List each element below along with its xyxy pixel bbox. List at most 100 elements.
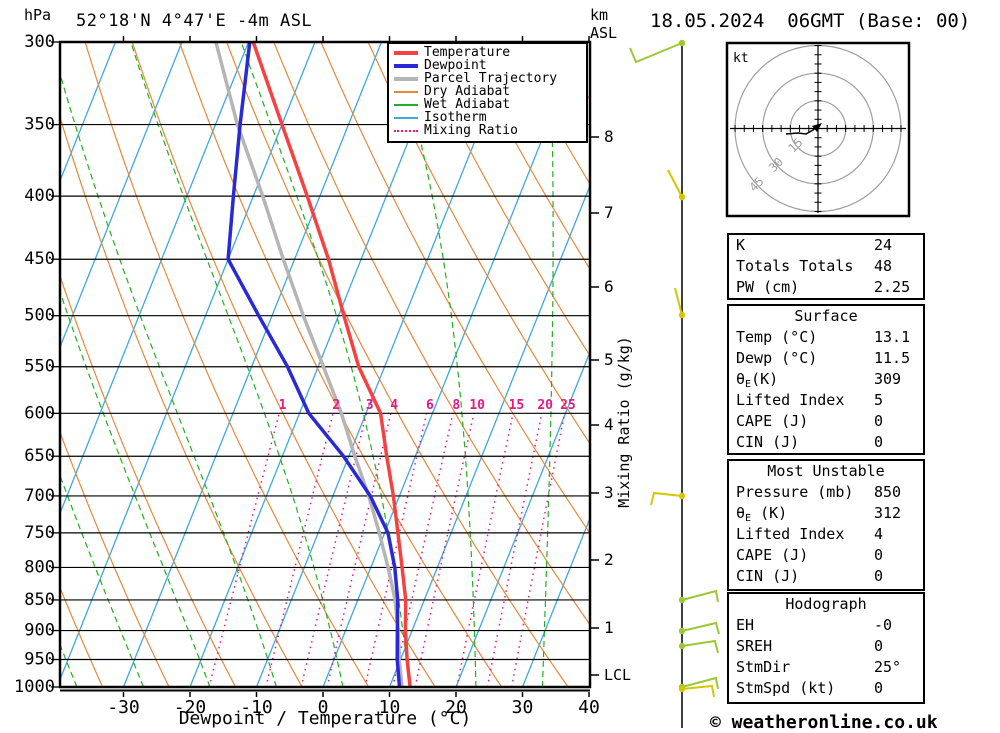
indices-box-header: Hodograph: [785, 595, 867, 613]
indices-value: 0: [874, 679, 884, 697]
legend-item: Temperature: [392, 46, 586, 59]
isotherm-line: [255, 42, 516, 687]
indices-label: Pressure (mb): [736, 483, 854, 501]
x-axis-tick-label: 10: [379, 697, 401, 718]
indices-value: 24: [874, 236, 893, 254]
wind-barb: [674, 287, 683, 316]
indices-label: CIN (J): [736, 433, 800, 451]
indices-label: Dewp (°C): [736, 349, 818, 367]
indices-row: StmDir 25°: [729, 657, 923, 678]
wind-barb: [650, 491, 683, 506]
legend-label: Parcel Trajectory: [424, 71, 558, 86]
x-axis-title: Dewpoint / Temperature (°C): [178, 708, 472, 729]
mixing-ratio-value-label: 8: [452, 398, 460, 413]
indices-value: 13.1: [874, 328, 911, 346]
pressure-tick-label: 900: [24, 621, 55, 641]
isotherm-line: [388, 183, 590, 687]
indices-label: CAPE (J): [736, 546, 809, 564]
wind-barb-dot: [678, 642, 686, 650]
indices-value: 4: [874, 525, 884, 543]
indices-row: Lifted Index 4: [729, 524, 923, 545]
indices-label: EH: [736, 616, 755, 634]
pressure-tick-label: 750: [24, 523, 55, 543]
parcel-trajectory-curve: [214, 42, 404, 687]
hodograph-trace: [785, 126, 818, 135]
pressure-tick-label: 950: [24, 650, 55, 670]
legend-item: Parcel Trajectory: [392, 72, 586, 85]
indices-value: 0: [874, 433, 884, 451]
isotherm-line: [60, 42, 117, 183]
pressure-tick-label: 550: [24, 357, 55, 377]
indices-label: StmSpd (kt): [736, 679, 836, 697]
legend-item: Dry Adiabat: [392, 85, 586, 98]
hodograph-trace-arrow: [812, 123, 822, 132]
indices-value: 0: [874, 567, 884, 585]
indices-row: CIN (J) 0: [729, 432, 923, 453]
mixing-ratio-value-label: 6: [426, 398, 434, 413]
indices-label: Lifted Index: [736, 525, 845, 543]
mixing-ratio-axis-title: Mixing Ratio (g/kg): [615, 336, 633, 508]
wind-barb: [681, 621, 720, 635]
mixing-ratio-line: [265, 413, 334, 687]
altitude-axis-unit-asl: ASL: [590, 24, 618, 42]
x-axis-tick-label: 0: [318, 697, 329, 718]
indices-label: PW (cm): [736, 278, 800, 296]
x-axis-tick-label: 30: [512, 697, 534, 718]
wind-barb-dot: [678, 596, 686, 604]
pressure-tick-label: 400: [24, 186, 55, 206]
indices-box-header: Surface: [794, 307, 858, 325]
legend-swatch-parcel-trajectory: [394, 76, 418, 81]
wind-barb-dot: [678, 39, 686, 47]
indices-row: Pressure (mb) 850: [729, 482, 923, 503]
indices-value: 11.5: [874, 349, 911, 367]
pressure-tick-label: 600: [24, 403, 55, 423]
indices-value: 850: [874, 483, 902, 501]
legend-label: Mixing Ratio: [424, 123, 518, 138]
dry-adiabat-line: [414, 42, 590, 357]
indices-row: EH -0: [729, 615, 923, 636]
mixing-ratio-line: [364, 413, 428, 687]
indices-value: 2.25: [874, 278, 911, 296]
pressure-tick-label: 650: [24, 446, 55, 466]
km-tick-label: 2: [604, 550, 614, 569]
legend-swatch-temperature: [394, 50, 418, 55]
pressure-tick-label: 300: [24, 32, 55, 52]
lcl-label: LCL: [604, 666, 631, 684]
legend-swatch-mixing-ratio: [394, 129, 418, 132]
wet-adiabat-line: [60, 289, 211, 687]
isotherm-line: [60, 42, 250, 516]
indices-value: 48: [874, 257, 893, 275]
isotherm-line: [521, 516, 590, 687]
legend-item: Mixing Ratio: [392, 124, 586, 137]
indices-value: 309: [874, 370, 902, 388]
indices-row: θE (K) 312: [729, 503, 923, 524]
station-title: 52°18'N 4°47'E -4m ASL: [76, 11, 313, 31]
indices-label: StmDir: [736, 658, 791, 676]
indices-row: K 24: [729, 235, 923, 256]
isotherm-line: [60, 42, 183, 349]
legend-label: Wet Adiabat: [424, 97, 511, 112]
wet-adiabat-line: [130, 42, 344, 687]
wind-barb-dot: [678, 311, 686, 319]
km-tick-label: 3: [604, 483, 614, 502]
legend-label: Isotherm: [424, 110, 487, 125]
legend-swatch-isotherm: [394, 116, 418, 119]
indices-row: Totals Totals 48: [729, 256, 923, 277]
dry-adiabat-line: [60, 585, 104, 687]
indices-label: θE(K): [736, 370, 779, 390]
pressure-tick-label: 500: [24, 306, 55, 326]
legend-item: Isotherm: [392, 111, 586, 124]
legend-label: Temperature: [424, 45, 511, 60]
wind-barb: [681, 684, 715, 698]
wind-barb-dot: [678, 685, 686, 693]
mixing-ratio-value-label: 10: [469, 398, 485, 413]
wind-barb: [681, 639, 719, 654]
indices-box-header: Most Unstable: [767, 462, 885, 480]
pressure-tick-label: 350: [24, 115, 55, 135]
run-datetime: 18.05.2024 06GMT (Base: 00): [650, 10, 971, 32]
mixing-ratio-value-label: 2: [332, 398, 340, 413]
indices-label: θE (K): [736, 504, 788, 524]
legend-item: Dewpoint: [392, 59, 586, 72]
wet-adiabat-line: [60, 473, 144, 687]
x-axis-tick-label: -10: [240, 697, 273, 718]
